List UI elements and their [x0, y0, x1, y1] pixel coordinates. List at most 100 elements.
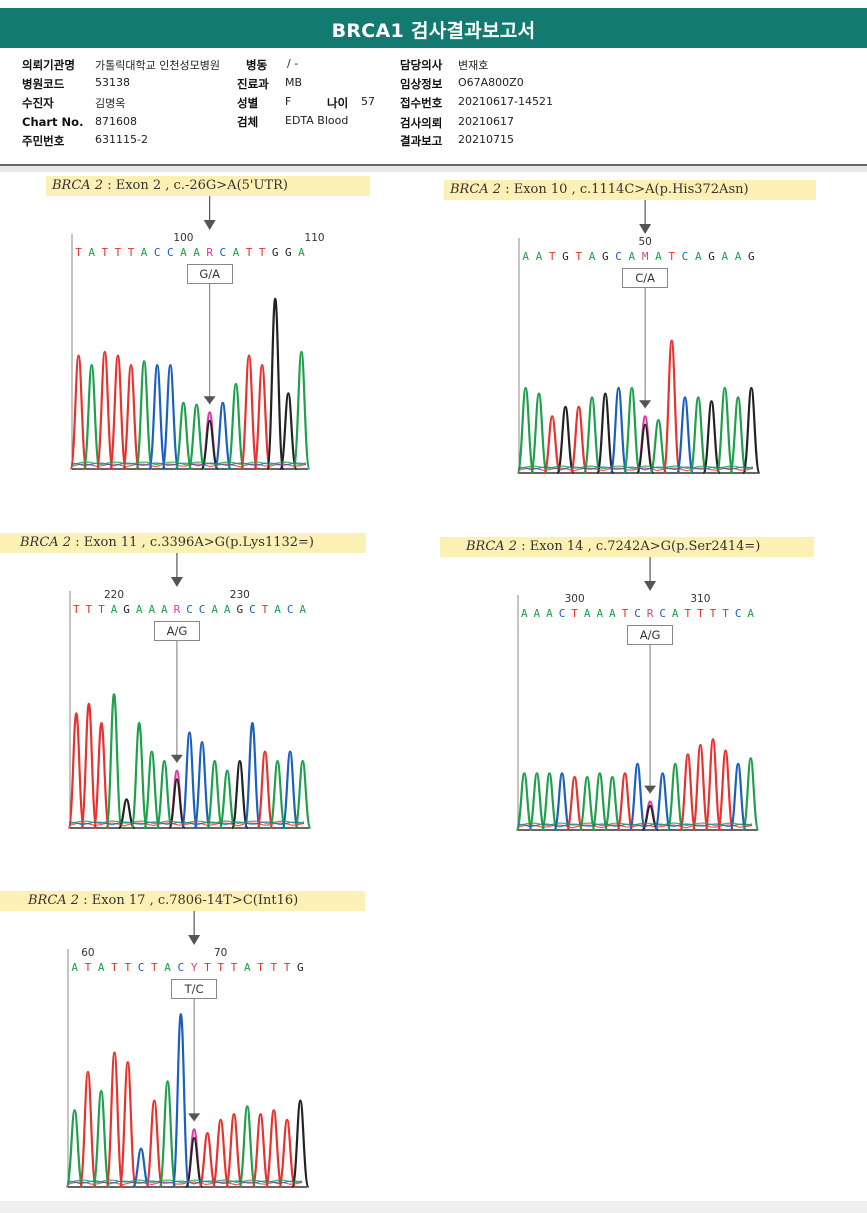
trace-peak [78, 1070, 98, 1189]
sequence-base: R [206, 246, 213, 259]
trace-peak [649, 418, 668, 475]
trace-noise [517, 822, 753, 827]
ward-value: / - [287, 57, 299, 70]
doctor-value: 변재호 [458, 59, 489, 72]
trace-peak [616, 772, 634, 832]
trace-peak [224, 1112, 244, 1189]
trace-peak [251, 1112, 270, 1189]
trace-peak [180, 731, 199, 830]
age-value: 57 [361, 95, 375, 108]
sequence-base: T [549, 250, 556, 263]
sequence-base: A [534, 607, 541, 620]
sequence-base: A [655, 250, 662, 263]
trace-peak [243, 721, 262, 830]
sequence-base: A [111, 603, 118, 616]
trace-peak [105, 1051, 124, 1189]
sequence-base: T [111, 961, 118, 974]
sequence-base: C [249, 603, 256, 616]
trace-noise [518, 467, 754, 472]
sequence-base: T [622, 607, 629, 620]
sequence-base: A [735, 250, 742, 263]
sequence-base: T [270, 961, 277, 974]
chromatogram-svg: 60 70A T A T T C T A C Y T T T A T T T G [65, 911, 310, 1189]
id-no-label: 주민번호 [22, 134, 65, 148]
sequence-base: C [615, 250, 622, 263]
trace-peak [565, 775, 584, 832]
trace-peak [92, 721, 111, 830]
trace-peak [742, 386, 761, 475]
sequence-base: C [682, 250, 689, 263]
trace-peak [277, 1118, 297, 1189]
variant-arrow-icon [644, 581, 657, 591]
sequence-base: T [124, 961, 131, 974]
sequence-base: A [299, 603, 306, 616]
trace-peak [82, 363, 101, 471]
sequence-base: G [748, 250, 755, 263]
sequence-base: T [128, 246, 135, 259]
position-label: 110 [305, 232, 325, 244]
trace-peak [144, 1099, 164, 1189]
position-label: 220 [104, 589, 124, 601]
trace-peak [252, 363, 272, 471]
sequence-base: T [75, 246, 82, 259]
sequence-base: C [178, 961, 185, 974]
sequence-base: A [141, 246, 148, 259]
sequence-base: A [193, 246, 200, 259]
sequence-base: T [73, 603, 80, 616]
sequence-base: G [272, 246, 279, 259]
trace-peak [79, 702, 98, 830]
trace-peak [666, 762, 685, 832]
trace-peak [729, 762, 748, 832]
trace-peak [628, 762, 647, 832]
chromatogram-panel-5: 60 70 A T A T T C T A C Y T T T A T T T G T/C [65, 911, 310, 1194]
position-label: 60 [81, 947, 94, 959]
position-label: 300 [565, 593, 585, 605]
sequence-base: A [98, 961, 105, 974]
sequence-base: C [154, 246, 161, 259]
trace-peak [95, 350, 114, 471]
specimen-label: 검체 [237, 115, 259, 129]
trace-peak [691, 743, 710, 832]
sequence-base: C [138, 961, 145, 974]
sequence-base: T [85, 961, 92, 974]
genotype-label: A/G [627, 625, 674, 645]
sequence-base: C [287, 603, 294, 616]
sequence-base: G [123, 603, 130, 616]
trace-peak [91, 1089, 111, 1189]
sequence-base: C [167, 246, 174, 259]
sequence-base: A [522, 250, 529, 263]
report-title-bar: BRCA1 검사결과보고서 [0, 8, 867, 48]
sequence-base: A [224, 603, 231, 616]
hospital-code-label: 병원코드 [22, 77, 65, 91]
report-date-value: 20210715 [458, 133, 514, 146]
trace-peak [279, 392, 298, 471]
variant-desc: : Exon 14 , c.7242A>G(p.Ser2414=) [517, 539, 761, 554]
variant-gene: BRCA 2 [52, 178, 104, 193]
sequence-base: T [259, 246, 266, 259]
variant-pointer-icon [639, 400, 652, 409]
trace-peak [211, 1118, 231, 1189]
trace-peak [515, 772, 534, 832]
sequence-base: G [602, 250, 609, 263]
variant-desc: : Exon 11 , c.3396A>G(p.Lys1132=) [71, 535, 314, 550]
trace-peak [226, 382, 246, 471]
sequence-base: G [285, 246, 292, 259]
trace-peak [702, 400, 721, 475]
trace-peak [556, 405, 575, 475]
trace-noise [67, 1181, 303, 1186]
trace-peak [105, 693, 123, 830]
sequence-base: A [148, 603, 155, 616]
variant-gene: BRCA 2 [466, 539, 518, 554]
trace-noise [518, 465, 754, 470]
position-label: 230 [230, 589, 250, 601]
sequence-base: A [161, 603, 168, 616]
chart-no-label: Chart No. [22, 115, 84, 129]
genotype-label: C/A [622, 268, 669, 288]
sequence-base: G [237, 603, 244, 616]
dept-label: 진료과 [237, 77, 269, 91]
sequence-base: G [297, 961, 304, 974]
trace-peak [193, 740, 211, 830]
request-date-value: 20210617 [458, 115, 514, 128]
trace-peak [540, 772, 559, 832]
